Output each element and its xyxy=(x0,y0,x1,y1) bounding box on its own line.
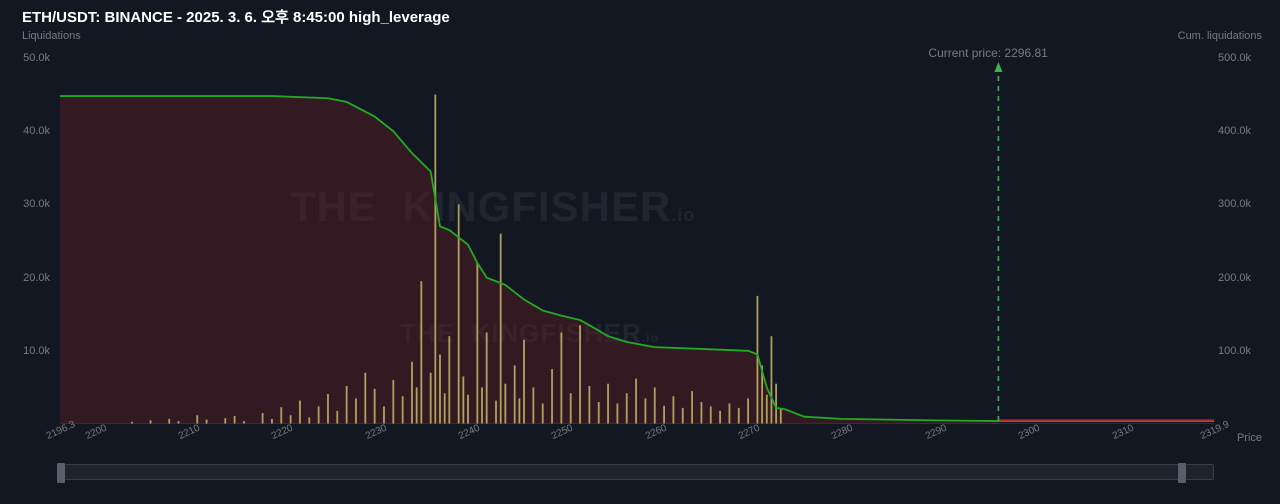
y-left-tick: 20.0k xyxy=(6,272,50,284)
x-tick: 2300 xyxy=(1017,423,1042,442)
y-right-tick: 400.0k xyxy=(1218,125,1251,137)
x-tick: 2240 xyxy=(457,423,482,442)
y-left-tick: 50.0k xyxy=(6,52,50,64)
y-right-tick: 500.0k xyxy=(1218,52,1251,64)
chart-plot-area: THE KINGFISHER.io THE KINGFISHER.io xyxy=(60,58,1214,424)
x-tick: 2200 xyxy=(83,423,108,442)
range-slider[interactable] xyxy=(60,464,1214,480)
x-tick: 2280 xyxy=(830,423,855,442)
chart-svg xyxy=(60,58,1214,424)
x-tick: 2250 xyxy=(550,423,575,442)
right-axis-label: Cum. liquidations xyxy=(1178,30,1262,42)
x-tick: 2220 xyxy=(270,423,295,442)
y-right-tick: 100.0k xyxy=(1218,345,1251,357)
x-tick: 2290 xyxy=(924,423,949,442)
x-axis-label: Price xyxy=(1237,432,1262,444)
y-left-tick: 10.0k xyxy=(6,345,50,357)
x-tick: 2310 xyxy=(1110,423,1135,442)
y-axis-left-ticks: 10.0k20.0k30.0k40.0k50.0k xyxy=(6,58,56,424)
left-axis-label: Liquidations xyxy=(22,30,81,42)
y-right-tick: 200.0k xyxy=(1218,272,1251,284)
range-slider-fill xyxy=(61,465,1213,479)
range-handle-left[interactable] xyxy=(57,463,65,483)
y-right-tick: 300.0k xyxy=(1218,198,1251,210)
chart-title: ETH/USDT: BINANCE - 2025. 3. 6. 오후 8:45:… xyxy=(22,6,450,27)
x-tick: 2230 xyxy=(364,423,389,442)
y-axis-right-ticks: 100.0k200.0k300.0k400.0k500.0k xyxy=(1218,58,1274,424)
y-left-tick: 40.0k xyxy=(6,125,50,137)
x-tick: 2260 xyxy=(644,423,669,442)
x-tick: 2210 xyxy=(177,423,202,442)
y-left-tick: 30.0k xyxy=(6,198,50,210)
range-handle-right[interactable] xyxy=(1178,463,1186,483)
x-tick: 2270 xyxy=(737,423,762,442)
